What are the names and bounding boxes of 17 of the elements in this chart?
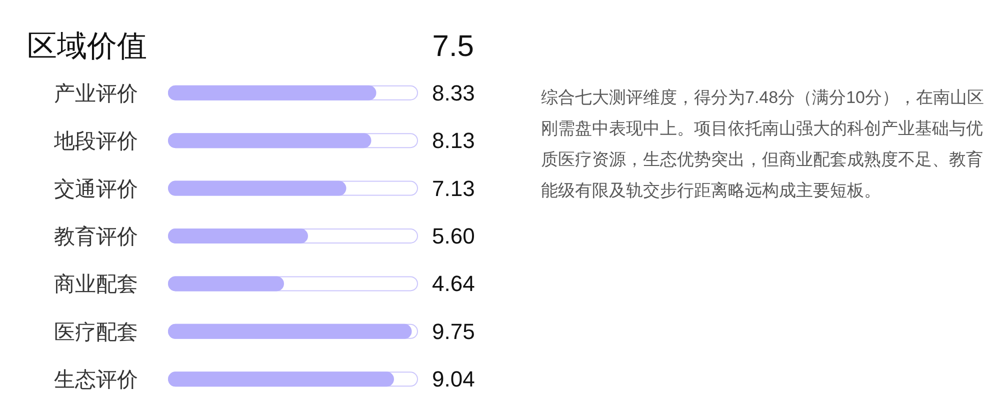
data-label: 4.64 bbox=[432, 271, 475, 296]
y-tick-label: 医疗配套 bbox=[54, 320, 138, 344]
y-tick-label: 产业评价 bbox=[54, 82, 138, 106]
y-tick-label: 地段评价 bbox=[53, 130, 138, 154]
y-tick-label: 生态评价 bbox=[54, 368, 138, 392]
data-label: 9.04 bbox=[432, 366, 475, 392]
text: 综合七大测评维度，得分为7.48分（满分10分），在南山区刚需盘中表现中上。项目依托南山强大的科创产业基础与优质医疗资源，生态优势突出，但商业配套成熟度不足、教育能级有限及轨交步行距离略远构成主要短板。 bbox=[541, 87, 985, 202]
y-tick-label: 教育评价 bbox=[54, 224, 138, 248]
data-label: 9.75 bbox=[432, 318, 475, 344]
data-label: 5.60 bbox=[432, 224, 475, 248]
text: 7.5 bbox=[432, 30, 474, 63]
data-label: 8.13 bbox=[432, 128, 475, 154]
y-tick-label: 商业配套 bbox=[54, 273, 138, 296]
y-tick-label: 交通评价 bbox=[54, 178, 138, 201]
chart-title: 区域价值 bbox=[27, 30, 147, 63]
data-label: 8.33 bbox=[432, 80, 475, 106]
data-label: 7.13 bbox=[432, 176, 475, 201]
